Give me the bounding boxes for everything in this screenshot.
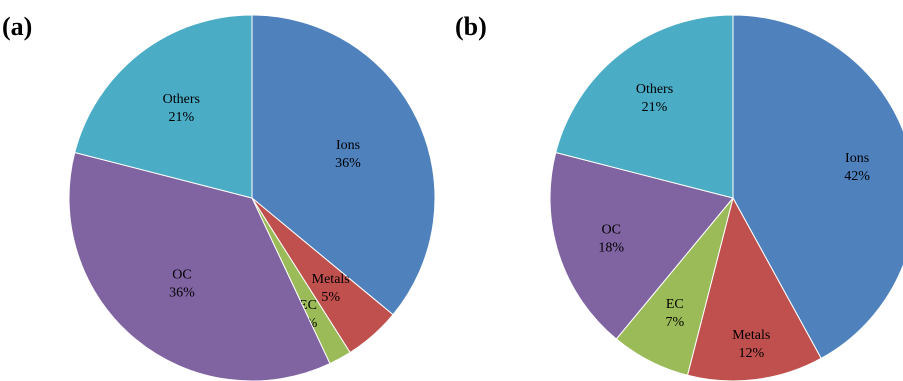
slice-name-ions: Ions — [336, 138, 360, 153]
slice-name-metals: Metals — [312, 272, 350, 287]
slice-percent-others: 21% — [642, 100, 668, 115]
slice-percent-metals: 12% — [738, 346, 764, 361]
pie-chart-b: Ions 42% Metals 12% EC 7% OC 18% Others 21% — [549, 14, 903, 381]
slice-name-ec: EC — [666, 297, 684, 312]
slice-percent-ions: 36% — [335, 156, 361, 171]
slice-name-metals: Metals — [732, 328, 770, 343]
pie-slice-oc — [549, 151, 734, 340]
panel-a-label: (a) — [2, 12, 32, 41]
pie-slice-metals — [686, 196, 822, 381]
slice-name-oc: OC — [172, 268, 191, 283]
slice-name-ions: Ions — [845, 151, 869, 166]
slice-percent-ec: 7% — [665, 315, 684, 330]
panel-b-label: (b) — [455, 12, 487, 41]
slice-name-others: Others — [163, 92, 200, 107]
slice-name-oc: OC — [601, 223, 620, 238]
pie-slice-others — [74, 14, 253, 199]
pie-slice-ions — [732, 14, 903, 360]
slice-percent-oc: 36% — [169, 286, 195, 301]
pie-slice-ions — [251, 14, 436, 316]
slice-percent-others: 21% — [168, 110, 194, 125]
slice-percent-ions: 42% — [844, 169, 870, 184]
slice-percent-metals: 5% — [321, 290, 340, 305]
slice-name-others: Others — [636, 82, 673, 97]
slice-percent-oc: 18% — [598, 241, 624, 256]
pie-slice-others — [555, 14, 734, 199]
pie-slice-oc — [68, 151, 331, 381]
